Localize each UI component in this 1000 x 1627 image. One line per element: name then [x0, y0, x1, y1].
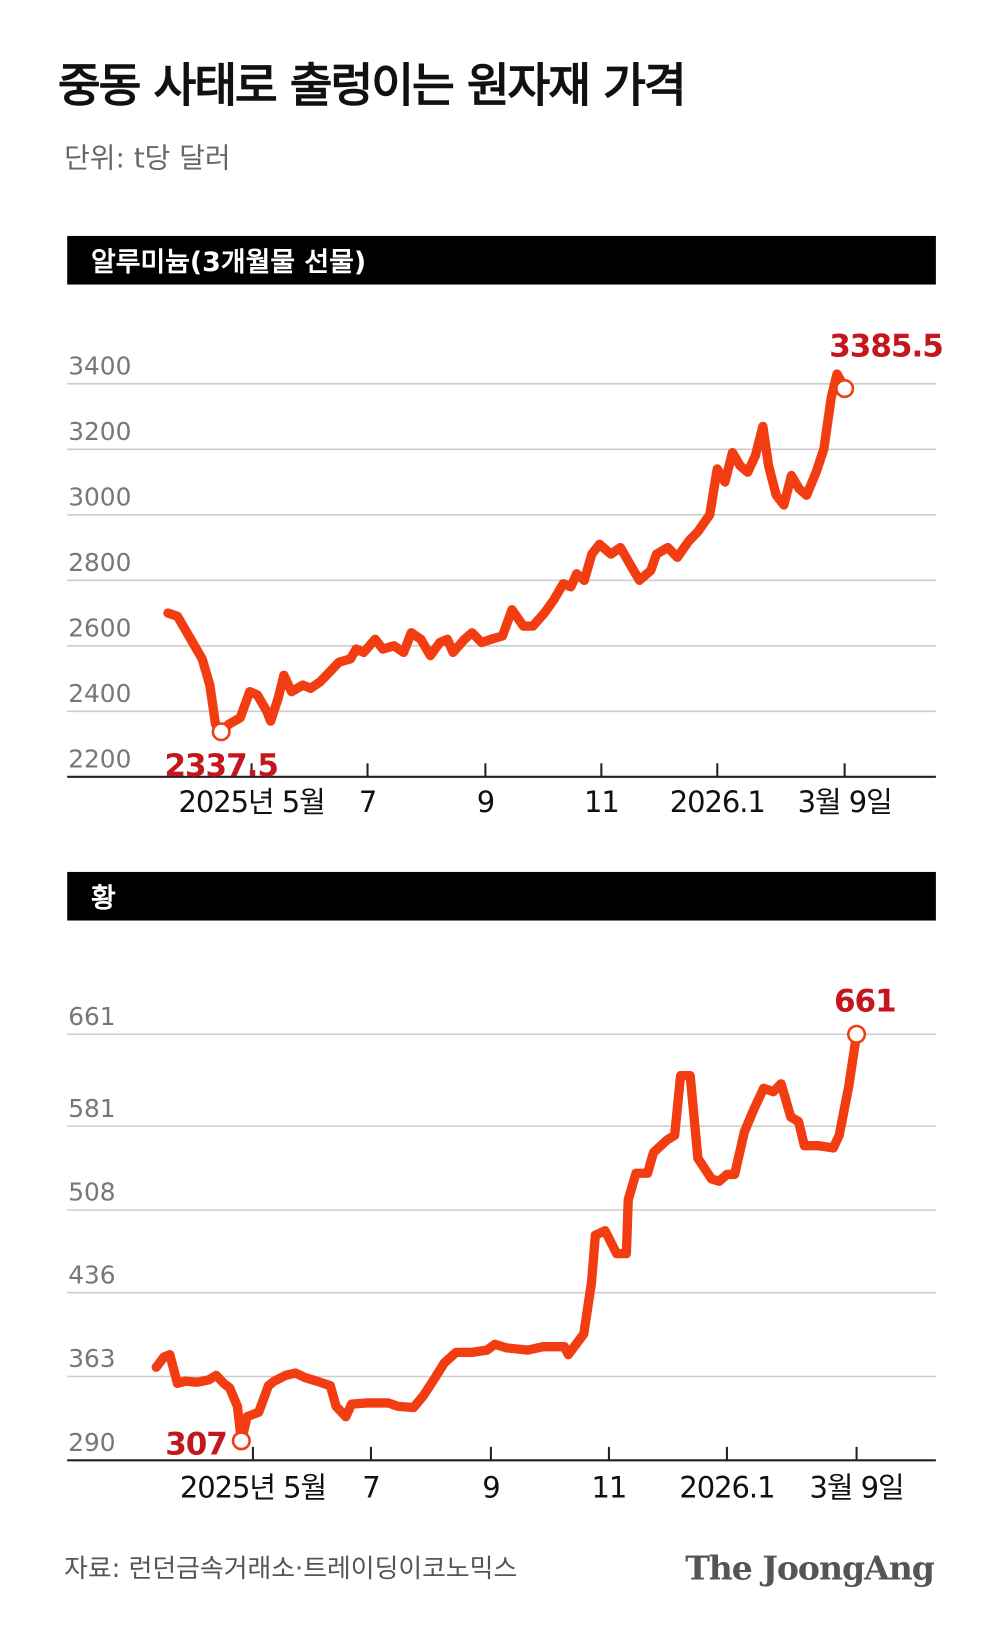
- y-tick-label: 290: [68, 1428, 115, 1457]
- y-tick-label: 3400: [68, 352, 131, 381]
- x-tick-label: 3월 9일: [798, 785, 892, 819]
- x-tick-label: 9: [477, 785, 494, 819]
- y-tick-label: 508: [68, 1178, 115, 1207]
- x-tick-label: 2025년 5월: [178, 785, 324, 819]
- point-marker: [231, 1431, 251, 1451]
- y-tick-label: 2400: [68, 679, 131, 708]
- x-tick-label: 11: [592, 1471, 627, 1505]
- y-tick-label: 2600: [68, 613, 131, 642]
- source: 자료: 런던금속거래소·트레이딩이코노믹스: [64, 1554, 517, 1584]
- brand: The JoongAng: [685, 1548, 935, 1587]
- y-tick-label: 363: [68, 1344, 115, 1373]
- y-tick-label: 3000: [68, 483, 131, 512]
- x-tick-label: 9: [482, 1471, 499, 1505]
- data-line: [163, 369, 850, 737]
- x-tick-label: 2026.1: [670, 785, 765, 819]
- y-tick-label: 581: [68, 1094, 115, 1123]
- y-tick-label: 436: [68, 1260, 115, 1289]
- data-label: 2337.5: [164, 748, 277, 784]
- y-tick-label: 3200: [68, 417, 131, 446]
- panel-header: [67, 871, 936, 921]
- x-tick-label: 7: [359, 785, 376, 819]
- data-label: 661: [834, 984, 896, 1020]
- y-tick-label: 2800: [68, 548, 131, 577]
- chart-title: 황: [91, 883, 116, 914]
- x-tick-label: 2026.1: [679, 1471, 774, 1505]
- x-tick-label: 3월 9일: [810, 1471, 904, 1505]
- chart-title: 알루미늄(3개월물 선물): [91, 247, 366, 278]
- page-subtitle: 단위: t당 달러: [64, 142, 230, 175]
- data-label: 307: [165, 1426, 227, 1462]
- y-tick-label: 2200: [68, 744, 131, 773]
- point-marker: [846, 1024, 867, 1044]
- point-marker: [835, 379, 855, 399]
- x-tick-label: 2025년 5월: [180, 1471, 326, 1505]
- data-line: [151, 1029, 862, 1446]
- x-tick-label: 7: [362, 1471, 379, 1505]
- point-marker: [211, 722, 231, 742]
- data-label: 3385.5: [829, 329, 942, 365]
- x-tick-label: 11: [584, 785, 619, 819]
- panel-header: [67, 235, 936, 285]
- y-tick-label: 661: [68, 1002, 115, 1031]
- page-title: 중동 사태로 출렁이는 원자재 가격: [58, 59, 685, 113]
